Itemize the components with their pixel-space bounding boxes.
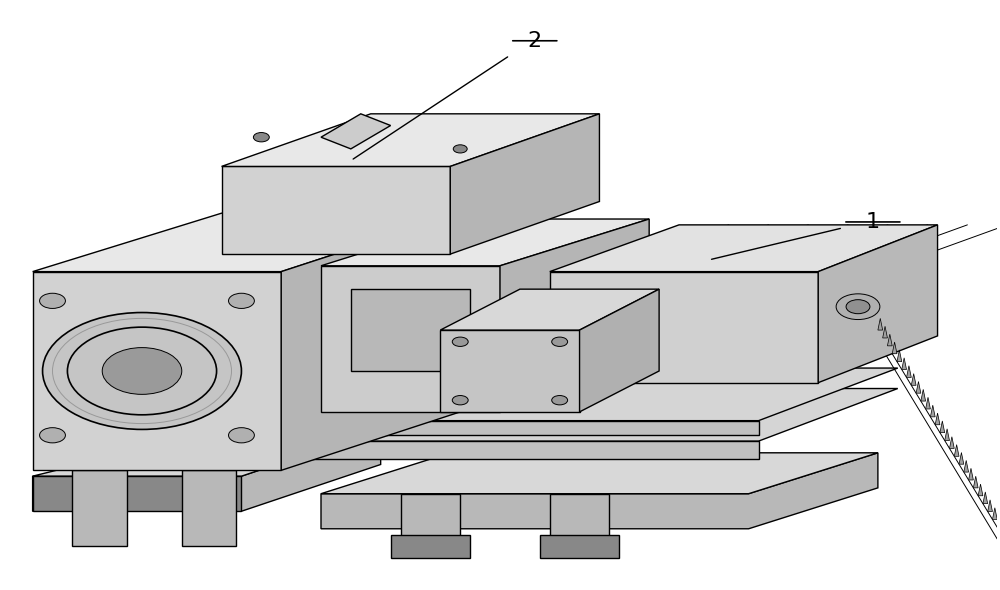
Polygon shape xyxy=(321,266,500,412)
Polygon shape xyxy=(949,437,954,448)
Circle shape xyxy=(40,428,65,443)
Polygon shape xyxy=(450,114,599,254)
Polygon shape xyxy=(33,213,460,271)
Polygon shape xyxy=(351,289,470,371)
Circle shape xyxy=(552,337,568,346)
Polygon shape xyxy=(550,271,818,383)
Polygon shape xyxy=(33,430,381,476)
Polygon shape xyxy=(921,389,926,401)
Circle shape xyxy=(836,294,880,320)
Polygon shape xyxy=(281,441,759,458)
Polygon shape xyxy=(500,219,649,412)
Polygon shape xyxy=(33,476,241,512)
Circle shape xyxy=(253,133,269,142)
Polygon shape xyxy=(321,219,649,266)
Polygon shape xyxy=(978,484,983,496)
Polygon shape xyxy=(550,494,609,546)
Polygon shape xyxy=(440,330,580,412)
Polygon shape xyxy=(940,421,945,432)
Polygon shape xyxy=(878,319,883,330)
Polygon shape xyxy=(72,470,127,546)
Polygon shape xyxy=(401,494,460,546)
Polygon shape xyxy=(916,382,921,393)
Polygon shape xyxy=(892,342,897,354)
Polygon shape xyxy=(281,213,460,470)
Polygon shape xyxy=(222,114,599,166)
Text: 2: 2 xyxy=(528,31,542,51)
Polygon shape xyxy=(281,421,759,435)
Polygon shape xyxy=(321,453,878,494)
Polygon shape xyxy=(964,460,969,472)
Circle shape xyxy=(43,313,241,430)
Polygon shape xyxy=(930,405,935,417)
Polygon shape xyxy=(902,358,907,369)
Polygon shape xyxy=(321,453,878,529)
Polygon shape xyxy=(907,366,911,378)
Polygon shape xyxy=(440,289,659,330)
Polygon shape xyxy=(222,166,450,254)
Polygon shape xyxy=(983,492,988,504)
Polygon shape xyxy=(281,368,898,421)
Polygon shape xyxy=(281,388,898,441)
Polygon shape xyxy=(33,271,281,470)
Circle shape xyxy=(229,293,254,309)
Polygon shape xyxy=(973,476,978,488)
Polygon shape xyxy=(818,225,938,383)
Polygon shape xyxy=(935,413,940,425)
Polygon shape xyxy=(992,508,997,519)
Polygon shape xyxy=(33,430,381,512)
Polygon shape xyxy=(911,373,916,385)
Polygon shape xyxy=(182,470,236,546)
Circle shape xyxy=(452,337,468,346)
Circle shape xyxy=(453,145,467,153)
Circle shape xyxy=(846,300,870,314)
Circle shape xyxy=(40,293,65,309)
Polygon shape xyxy=(945,429,949,441)
Polygon shape xyxy=(887,334,892,346)
Polygon shape xyxy=(550,225,938,271)
Polygon shape xyxy=(540,535,619,558)
Circle shape xyxy=(452,395,468,405)
Circle shape xyxy=(102,348,182,394)
Polygon shape xyxy=(391,535,470,558)
Polygon shape xyxy=(969,468,973,480)
Polygon shape xyxy=(580,289,659,412)
Polygon shape xyxy=(321,114,391,149)
Polygon shape xyxy=(897,350,902,362)
Circle shape xyxy=(229,428,254,443)
Polygon shape xyxy=(926,397,930,409)
Polygon shape xyxy=(988,500,992,512)
Text: 1: 1 xyxy=(866,212,880,232)
Polygon shape xyxy=(954,445,959,456)
Polygon shape xyxy=(959,453,964,464)
Circle shape xyxy=(552,395,568,405)
Polygon shape xyxy=(883,326,887,338)
